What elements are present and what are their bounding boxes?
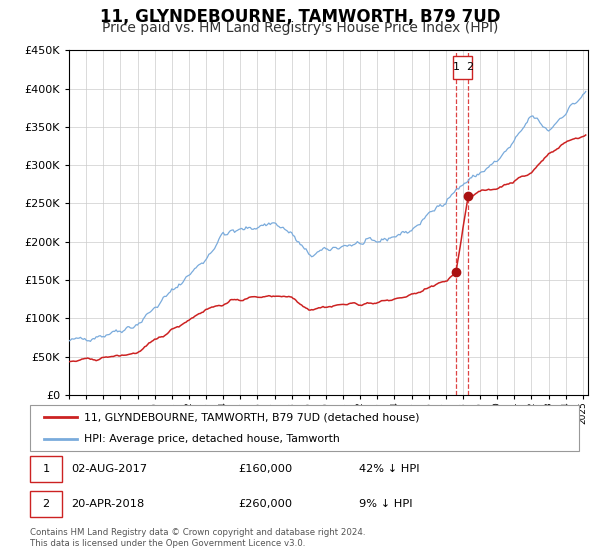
Text: £160,000: £160,000 [239,464,293,474]
FancyBboxPatch shape [30,405,579,451]
Text: £260,000: £260,000 [239,499,293,509]
Text: 02-AUG-2017: 02-AUG-2017 [71,464,148,474]
Text: 11, GLYNDEBOURNE, TAMWORTH, B79 7UD (detached house): 11, GLYNDEBOURNE, TAMWORTH, B79 7UD (det… [84,412,419,422]
Text: Contains HM Land Registry data © Crown copyright and database right 2024.: Contains HM Land Registry data © Crown c… [30,528,365,536]
Text: 11, GLYNDEBOURNE, TAMWORTH, B79 7UD: 11, GLYNDEBOURNE, TAMWORTH, B79 7UD [100,8,500,26]
Text: 1: 1 [42,464,50,474]
Text: This data is licensed under the Open Government Licence v3.0.: This data is licensed under the Open Gov… [30,539,305,548]
Text: 2: 2 [466,62,473,72]
FancyBboxPatch shape [30,492,62,516]
Text: 9% ↓ HPI: 9% ↓ HPI [359,499,413,509]
FancyBboxPatch shape [453,56,472,79]
Text: 42% ↓ HPI: 42% ↓ HPI [359,464,420,474]
Text: Price paid vs. HM Land Registry's House Price Index (HPI): Price paid vs. HM Land Registry's House … [102,21,498,35]
Text: 1: 1 [452,62,460,72]
Text: 20-APR-2018: 20-APR-2018 [71,499,145,509]
FancyBboxPatch shape [30,456,62,482]
Text: 2: 2 [43,499,49,509]
Text: HPI: Average price, detached house, Tamworth: HPI: Average price, detached house, Tamw… [84,435,340,444]
